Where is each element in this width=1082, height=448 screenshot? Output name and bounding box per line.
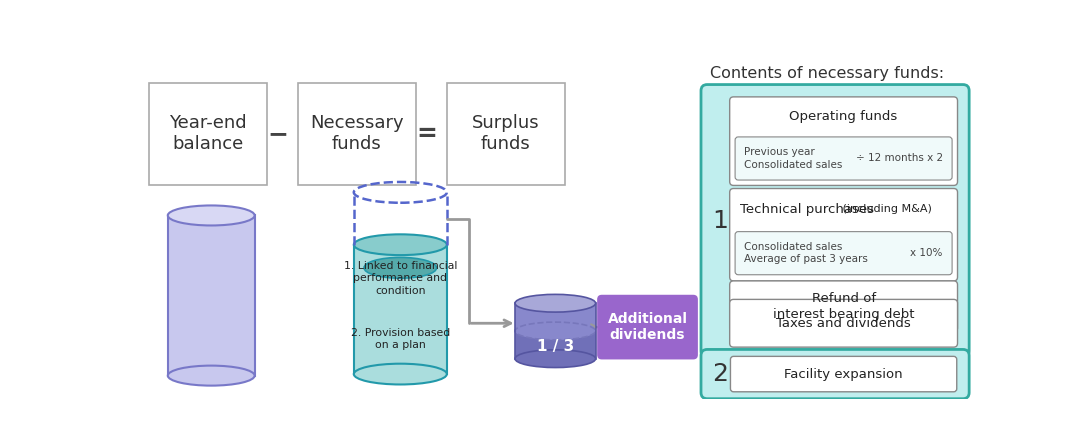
FancyBboxPatch shape (729, 97, 958, 185)
Ellipse shape (515, 322, 595, 340)
Text: Refund of
interest bearing debt: Refund of interest bearing debt (773, 292, 914, 321)
Text: ÷ 12 months x 2: ÷ 12 months x 2 (856, 154, 942, 164)
FancyBboxPatch shape (735, 137, 952, 180)
Polygon shape (168, 215, 254, 375)
Ellipse shape (354, 364, 447, 384)
Text: Surplus
funds: Surplus funds (472, 114, 540, 153)
Text: Taxes and dividends: Taxes and dividends (776, 317, 911, 330)
Text: (including M&A): (including M&A) (839, 204, 932, 214)
Text: Facility expansion: Facility expansion (784, 367, 902, 381)
FancyBboxPatch shape (447, 83, 565, 185)
Ellipse shape (515, 350, 595, 367)
Text: Previous year
Consolidated sales: Previous year Consolidated sales (744, 147, 843, 170)
Text: =: = (417, 122, 437, 146)
FancyBboxPatch shape (597, 295, 698, 359)
Text: x 10%: x 10% (910, 248, 942, 258)
Text: 2. Provision based
on a plan: 2. Provision based on a plan (351, 328, 450, 350)
FancyBboxPatch shape (701, 85, 969, 357)
Text: Operating funds: Operating funds (790, 110, 898, 123)
Text: Consolidated sales
Average of past 3 years: Consolidated sales Average of past 3 yea… (744, 242, 868, 264)
Ellipse shape (354, 234, 447, 255)
Text: Contents of necessary funds:: Contents of necessary funds: (710, 66, 945, 81)
Text: 1 / 3: 1 / 3 (537, 339, 573, 354)
FancyBboxPatch shape (729, 299, 958, 347)
Text: Year-end
balance: Year-end balance (169, 114, 247, 153)
Ellipse shape (168, 206, 254, 225)
Polygon shape (354, 245, 447, 374)
Ellipse shape (364, 258, 436, 278)
Text: 1. Linked to financial
performance and
condition: 1. Linked to financial performance and c… (344, 261, 457, 296)
Text: Technical purchases: Technical purchases (740, 203, 874, 216)
Text: Necessary
funds: Necessary funds (311, 114, 404, 153)
Text: Additional
dividends: Additional dividends (607, 312, 687, 342)
FancyBboxPatch shape (735, 232, 952, 275)
FancyBboxPatch shape (701, 349, 969, 399)
FancyBboxPatch shape (149, 83, 267, 185)
FancyBboxPatch shape (729, 281, 958, 332)
Text: 1: 1 (712, 209, 728, 233)
Polygon shape (515, 331, 595, 359)
Text: 2: 2 (712, 362, 728, 386)
Ellipse shape (515, 294, 595, 312)
FancyBboxPatch shape (729, 189, 958, 281)
Text: −: − (267, 122, 288, 146)
FancyBboxPatch shape (298, 83, 415, 185)
FancyBboxPatch shape (730, 356, 956, 392)
Ellipse shape (168, 366, 254, 386)
Polygon shape (515, 303, 595, 331)
